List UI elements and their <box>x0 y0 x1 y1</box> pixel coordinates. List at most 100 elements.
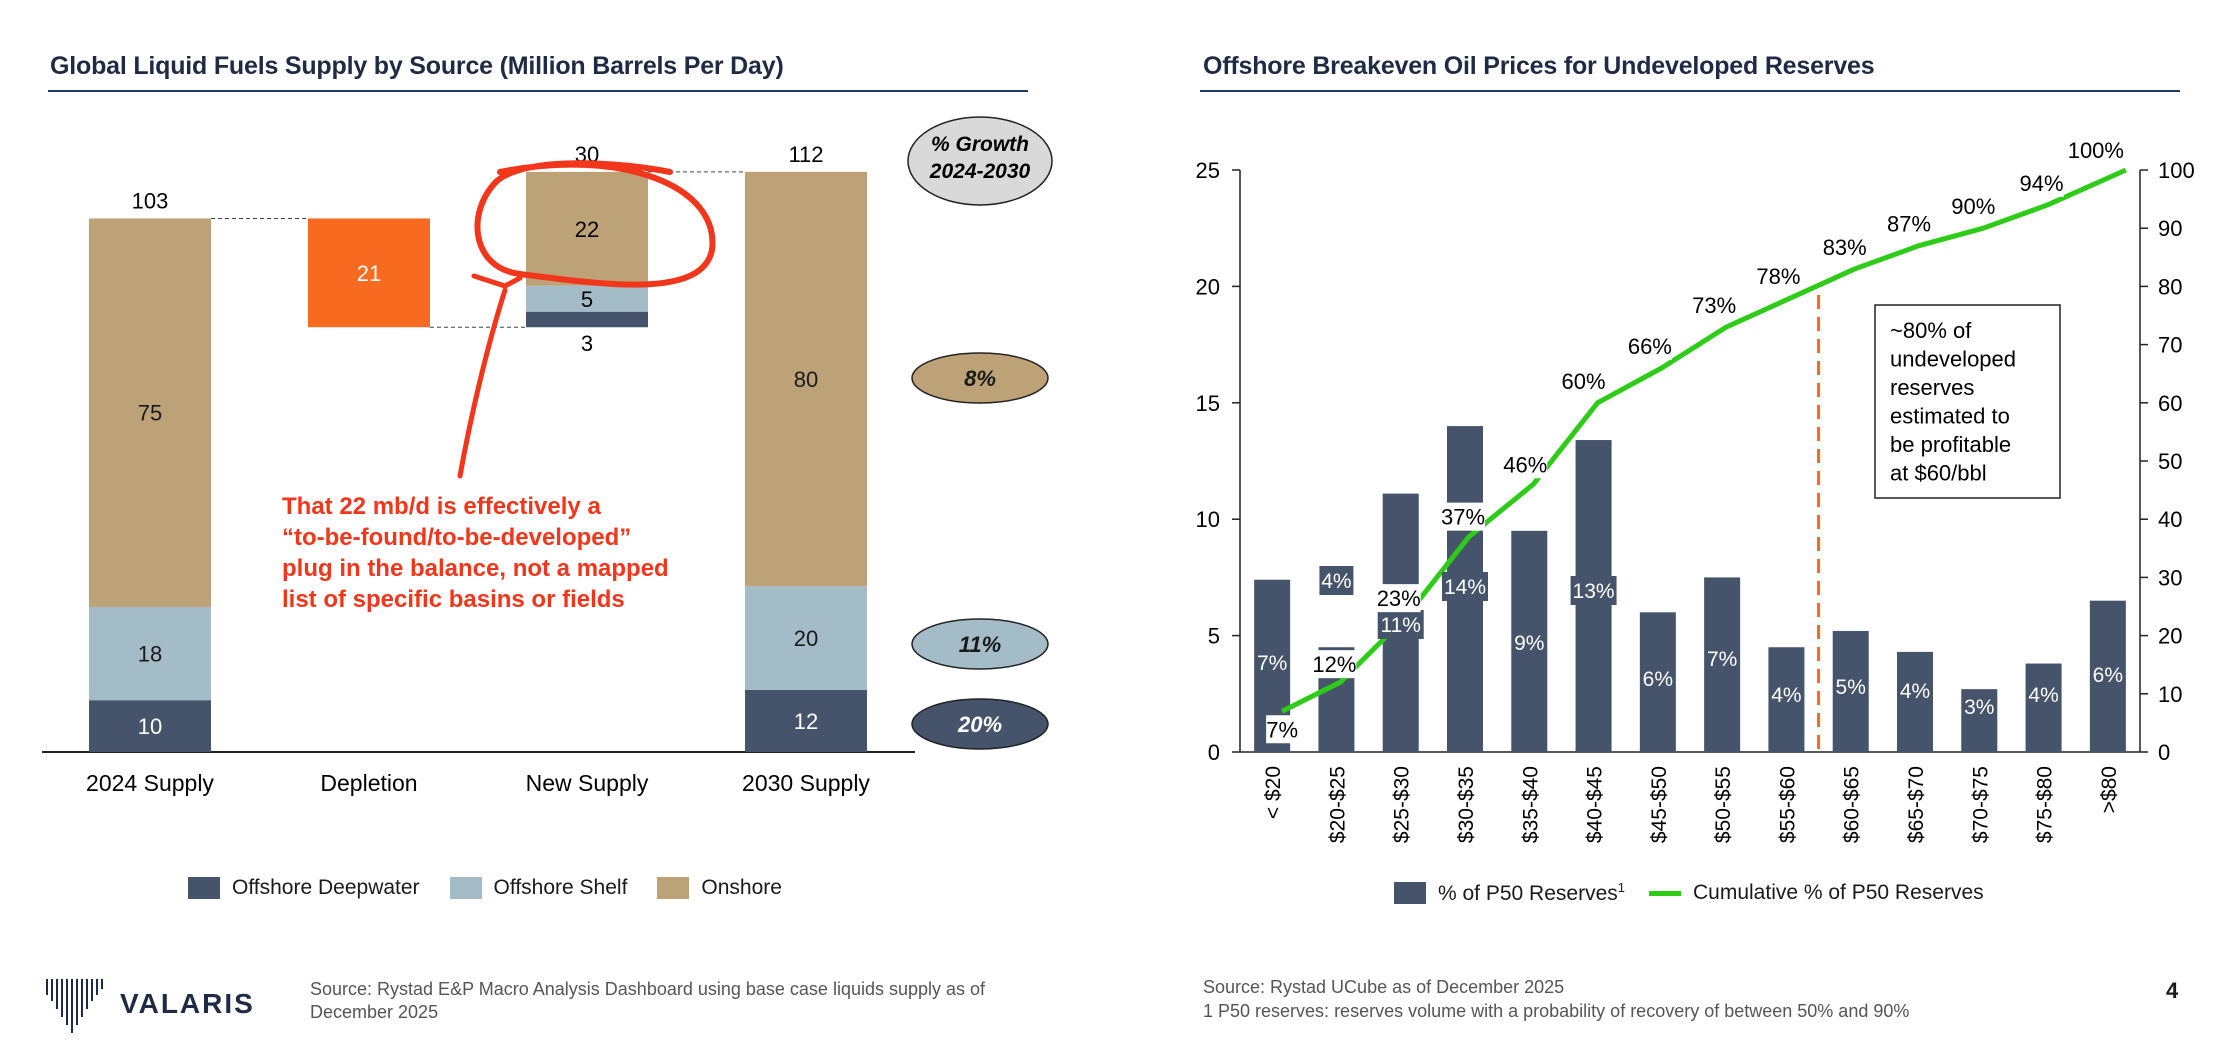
callout-box <box>1874 304 2061 499</box>
bar-label-bg-7 <box>1705 644 1740 673</box>
bar-label-bg-1 <box>1319 566 1354 595</box>
cum-label-7: 73% <box>1692 293 1736 318</box>
bar-new-1 <box>526 285 648 312</box>
callout-line-5: at $60/bbl <box>1890 461 1987 486</box>
legend-label-onshore: Onshore <box>701 876 782 899</box>
category-label-3: $30-$35 <box>1455 766 1478 843</box>
growth-label-2: 20% <box>957 712 1002 737</box>
right-source-line1: Source: Rystad UCube as of December 2025 <box>1203 977 1565 997</box>
bar-label-10: 4% <box>1900 680 1930 703</box>
left-source: Source: Rystad E&P Macro Analysis Dashbo… <box>310 979 986 1023</box>
cum-label-12: 94% <box>2020 171 2064 196</box>
growth-label-1: 11% <box>959 632 1001 657</box>
bar-label-bg-4 <box>1512 628 1547 657</box>
breakeven-chart: 0 5 10 15 20 25 0 10 20 30 40 50 60 70 80 90 100 7% 4% 11% 1… <box>1196 136 2195 843</box>
bar-label-bg-0 <box>1255 648 1290 677</box>
cum-label-6: 66% <box>1628 334 1672 359</box>
category-label-10: $65-$70 <box>1905 766 1928 843</box>
bar-label-2: 11% <box>1380 614 1420 637</box>
right-title-rule <box>1200 90 2180 92</box>
cum-label-9: 83% <box>1823 235 1867 260</box>
cum-label-13: 100% <box>2068 138 2124 163</box>
annotation-text-line-0: That 22 mb/d is effectively a <box>282 493 601 520</box>
growth-header-oval <box>907 116 1053 206</box>
cum-label-bg-3 <box>1441 502 1485 531</box>
bar-2024-2 <box>89 218 211 607</box>
category-label-0: 2024 Supply <box>86 770 214 796</box>
legend-label-cumulative: Cumulative % of P50 Reserves <box>1693 881 1984 904</box>
legend-swatch-p50 <box>1394 882 1426 904</box>
cum-label-bg-8 <box>1756 262 1801 291</box>
bar-label-bg-5 <box>1570 576 1617 605</box>
cum-label-bg-2 <box>1376 584 1421 613</box>
bar-label-2024-2: 75 <box>138 401 162 426</box>
category-label-4: $35-$40 <box>1519 766 1542 843</box>
cum-label-11: 90% <box>1951 194 1995 219</box>
annotation-text-line-2: plug in the balance, not a mapped <box>282 555 669 582</box>
bar-label-3: 14% <box>1444 576 1486 599</box>
right-tick-label-4: 40 <box>2158 507 2182 532</box>
growth-oval-2 <box>911 698 1049 750</box>
bar-label-bg-13 <box>2090 660 2125 689</box>
bar-new-0 <box>526 311 648 328</box>
category-label-12: $75-$80 <box>2034 766 2057 843</box>
cum-label-4: 46% <box>1503 452 1547 477</box>
bar-2030-0 <box>745 689 867 752</box>
growth-header-line1: % Growth <box>931 133 1029 156</box>
bar-label-0: 7% <box>1257 652 1287 675</box>
bar-label-bg-3 <box>1442 572 1488 601</box>
growth-oval-0 <box>911 352 1049 404</box>
legend-label-shelf: Offshore Shelf <box>493 876 628 899</box>
legend-swatch-onshore <box>657 877 690 899</box>
category-label-13: >$80 <box>2098 766 2121 813</box>
right-tick-label-2: 20 <box>2158 624 2182 649</box>
right-chart-title: Offshore Breakeven Oil Prices for Undeve… <box>1203 52 1875 80</box>
bar-label-depletion: 21 <box>357 261 381 286</box>
bar-label-2024-0: 10 <box>138 714 162 739</box>
bar-2024-1 <box>89 606 211 701</box>
callout-line-0: ~80% of <box>1890 318 1972 343</box>
right-tick-label-0: 0 <box>2158 740 2170 765</box>
left-tick-label-4: 20 <box>1196 274 1220 299</box>
annotation-arrow-line <box>457 287 508 479</box>
cum-label-bg-1 <box>1312 650 1357 679</box>
cum-label-5: 60% <box>1562 369 1606 394</box>
category-label-7: $50-$55 <box>1712 766 1735 843</box>
cum-label-bg-6 <box>1627 331 1672 360</box>
growth-label-0: 8% <box>964 366 996 391</box>
left-tick-label-3: 15 <box>1196 391 1220 416</box>
total-label-2030: 112 <box>788 142 823 167</box>
bar-label-2030-1: 20 <box>794 626 818 651</box>
bar-label-1: 4% <box>1321 570 1351 593</box>
right-tick-label-5: 50 <box>2158 449 2182 474</box>
annotation-circle <box>474 160 716 288</box>
bar-label-8: 4% <box>1771 684 1801 707</box>
bar-2030-2 <box>745 171 867 587</box>
cum-label-10: 87% <box>1887 212 1931 237</box>
bar-label-13: 6% <box>2093 664 2123 687</box>
bar-2030-1 <box>745 586 867 690</box>
bar-label-new-0: 3 <box>581 331 593 356</box>
growth-header-line2: 2024-2030 <box>929 160 1031 183</box>
logo-text: VALARIS <box>120 988 255 1019</box>
left-tick-label-2: 10 <box>1196 507 1220 532</box>
legend-label-p50: % of P50 Reserves1 <box>1438 880 1625 905</box>
bar-label-new-2: 22 <box>575 217 599 242</box>
bar-label-2030-0: 12 <box>794 709 818 734</box>
right-tick-label-1: 10 <box>2158 682 2182 707</box>
annotation-text-line-3: list of specific basins or fields <box>282 586 625 613</box>
cum-label-bg-5 <box>1561 366 1606 395</box>
cum-label-bg-9 <box>1822 232 1867 261</box>
left-tick-label-1: 5 <box>1208 624 1220 649</box>
bar-label-9: 5% <box>1836 676 1866 699</box>
cum-label-bg-4 <box>1503 450 1548 479</box>
total-label-2024: 103 <box>132 188 169 213</box>
category-label-0: < $20 <box>1262 766 1285 819</box>
bar-label-new-1: 5 <box>581 287 593 312</box>
page-number: 4 <box>2166 978 2179 1003</box>
category-label-9: $60-$65 <box>1841 766 1864 843</box>
bar-label-7: 7% <box>1707 648 1737 671</box>
bar-label-12: 4% <box>2028 684 2058 707</box>
right-tick-label-10: 100 <box>2158 158 2195 183</box>
